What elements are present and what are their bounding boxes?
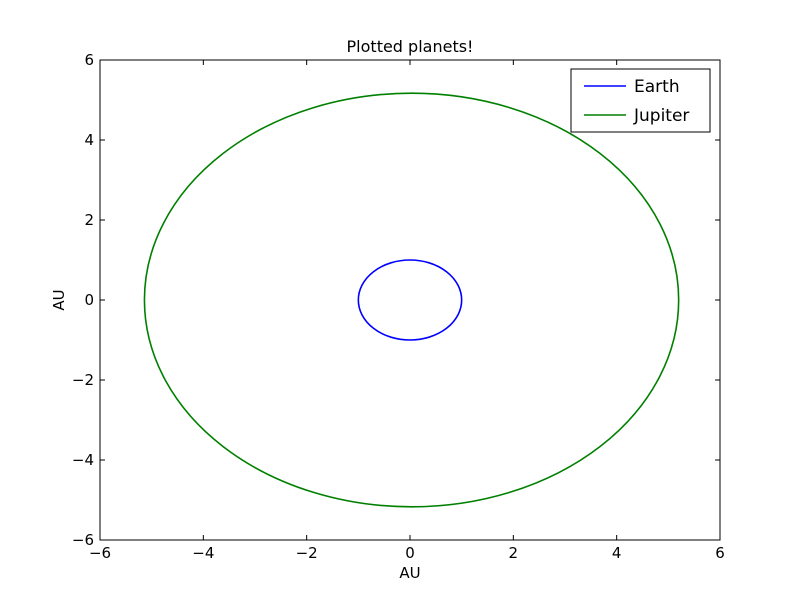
series-line-earth: [357, 259, 463, 341]
y-tick-label: 6: [84, 51, 94, 69]
y-tick-label: 4: [84, 131, 94, 149]
x-tick-label: −2: [296, 544, 318, 562]
y-tick-label: −6: [72, 531, 94, 549]
legend-box: [570, 68, 711, 133]
y-axis-label: AU: [50, 289, 68, 310]
axes: −6 −4 −2 0 2 4 6 −6 −4 −2 0 2 4 6: [72, 51, 725, 562]
series-line-jupiter: [143, 92, 680, 508]
legend-label-jupiter: Jupiter: [633, 106, 689, 126]
x-axis-label: AU: [399, 564, 420, 582]
x-tick-label: −6: [89, 544, 111, 562]
x-tick-label: 2: [509, 544, 519, 562]
x-tick-label: 4: [612, 544, 622, 562]
plot-area: [143, 92, 680, 508]
y-tick-label: −4: [72, 451, 94, 469]
y-tick-label: 0: [84, 291, 94, 309]
legend-label-earth: Earth: [634, 77, 680, 97]
y-tick-label: 2: [84, 211, 94, 229]
x-tick-label: −4: [192, 544, 214, 562]
x-tick-label: 6: [715, 544, 725, 562]
x-tick-label: 0: [405, 544, 415, 562]
chart-title: Plotted planets!: [347, 37, 474, 56]
legend: Earth Jupiter: [570, 68, 711, 133]
legend-items: Earth Jupiter: [584, 77, 689, 126]
y-tick-label: −2: [72, 371, 94, 389]
